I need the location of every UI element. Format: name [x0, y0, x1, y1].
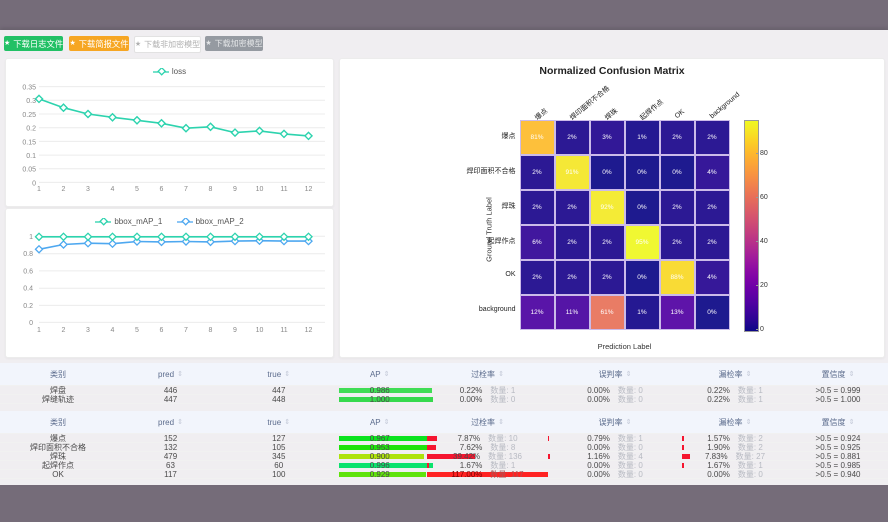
- svg-text:0.8: 0.8: [23, 251, 33, 258]
- svg-text:0: 0: [32, 180, 36, 187]
- svg-text:0.4: 0.4: [23, 286, 33, 293]
- svg-text:2: 2: [62, 186, 66, 193]
- svg-text:7: 7: [184, 327, 188, 334]
- svg-text:2: 2: [62, 327, 66, 334]
- svg-text:10: 10: [256, 186, 264, 193]
- svg-text:6: 6: [160, 186, 164, 193]
- svg-text:0.3: 0.3: [26, 98, 36, 105]
- svg-text:0.15: 0.15: [22, 139, 36, 146]
- svg-text:9: 9: [233, 327, 237, 334]
- svg-text:0: 0: [29, 320, 33, 327]
- svg-text:4: 4: [111, 327, 115, 334]
- svg-text:5: 5: [135, 327, 139, 334]
- svg-text:12: 12: [305, 327, 313, 334]
- svg-text:12: 12: [305, 186, 313, 193]
- svg-text:4: 4: [111, 186, 115, 193]
- svg-text:3: 3: [86, 186, 90, 193]
- svg-text:10: 10: [256, 327, 264, 334]
- svg-text:8: 8: [209, 327, 213, 334]
- svg-text:11: 11: [280, 327, 287, 334]
- svg-text:0.2: 0.2: [23, 303, 33, 310]
- svg-text:1: 1: [37, 327, 41, 334]
- svg-text:5: 5: [135, 186, 139, 193]
- svg-text:6: 6: [160, 327, 164, 334]
- svg-text:0.6: 0.6: [23, 268, 33, 275]
- svg-text:1: 1: [37, 186, 41, 193]
- svg-text:1: 1: [29, 234, 33, 241]
- svg-text:7: 7: [184, 186, 188, 193]
- svg-text:0.2: 0.2: [26, 126, 36, 133]
- svg-text:0.1: 0.1: [26, 153, 36, 160]
- svg-text:8: 8: [209, 186, 213, 193]
- svg-text:0.25: 0.25: [22, 112, 36, 119]
- svg-text:11: 11: [280, 186, 287, 193]
- svg-text:0.35: 0.35: [22, 85, 36, 92]
- svg-text:0.05: 0.05: [22, 167, 36, 174]
- svg-text:3: 3: [86, 327, 90, 334]
- svg-text:9: 9: [233, 186, 237, 193]
